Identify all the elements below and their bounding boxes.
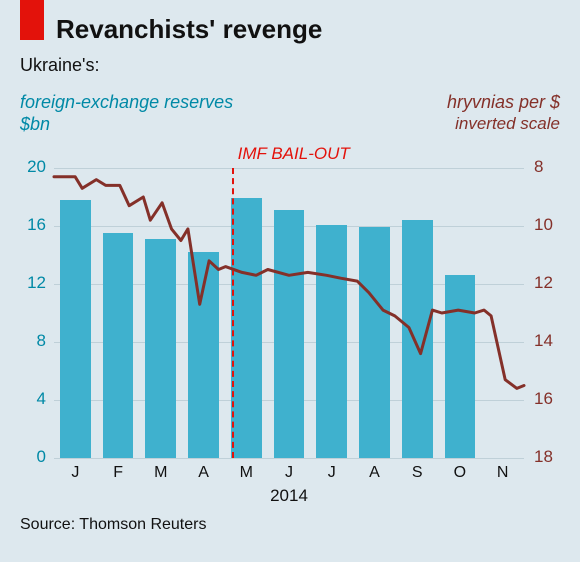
x-tick: A — [198, 464, 209, 482]
right-unit-label: inverted scale — [455, 114, 560, 134]
hryvnia-line — [54, 168, 524, 458]
imf-bailout-label: IMF BAIL-OUT — [238, 144, 350, 164]
y-left-tick: 16 — [16, 215, 46, 235]
y-right-tick: 16 — [534, 389, 564, 409]
x-tick: M — [240, 464, 253, 482]
x-tick: O — [454, 464, 466, 482]
x-tick: A — [369, 464, 380, 482]
y-left-tick: 0 — [16, 447, 46, 467]
source-text: Source: Thomson Reuters — [20, 516, 206, 534]
y-right-tick: 10 — [534, 215, 564, 235]
y-right-tick: 14 — [534, 331, 564, 351]
chart-title: Revanchists' revenge — [56, 14, 322, 45]
x-tick: F — [113, 464, 123, 482]
y-right-tick: 12 — [534, 273, 564, 293]
left-series-label: foreign-exchange reserves — [20, 92, 233, 113]
y-right-tick: 18 — [534, 447, 564, 467]
x-tick: J — [328, 464, 336, 482]
y-left-tick: 4 — [16, 389, 46, 409]
left-unit-label: $bn — [20, 114, 50, 135]
y-right-tick: 8 — [534, 157, 564, 177]
x-tick: J — [285, 464, 293, 482]
chart-subtitle: Ukraine's: — [20, 55, 99, 76]
right-series-label: hryvnias per $ — [447, 92, 560, 113]
x-tick: S — [412, 464, 423, 482]
x-tick: M — [154, 464, 167, 482]
x-tick: N — [497, 464, 509, 482]
x-tick: J — [71, 464, 79, 482]
brand-tab — [20, 0, 44, 40]
y-left-tick: 20 — [16, 157, 46, 177]
x-year-label: 2014 — [270, 486, 308, 506]
chart-plot-area: 04812162081012141618JFMAMJJASON2014 — [54, 168, 524, 458]
y-left-tick: 8 — [16, 331, 46, 351]
gridline — [54, 458, 524, 459]
y-left-tick: 12 — [16, 273, 46, 293]
